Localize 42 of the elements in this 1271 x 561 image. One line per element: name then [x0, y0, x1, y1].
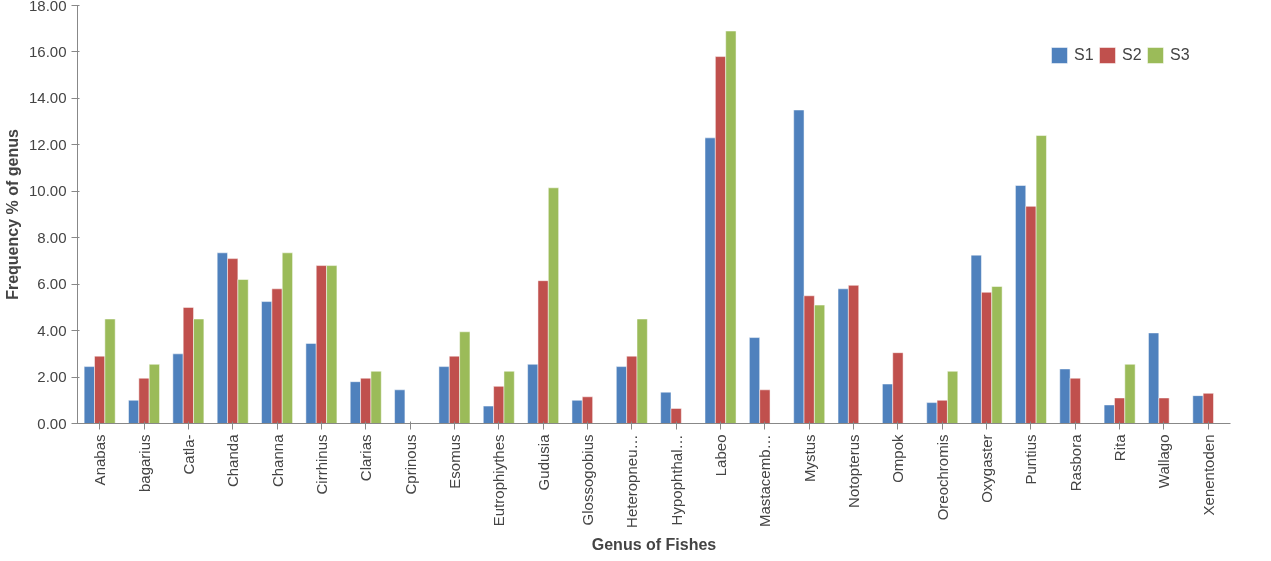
x-tick-label: Cprinous	[401, 434, 419, 495]
x-tick-label: Mastacemb…	[756, 434, 774, 528]
y-tick-label: 12.00	[28, 135, 67, 153]
y-tick-label: 6.00	[37, 275, 67, 293]
legend-label: S3	[1170, 46, 1190, 64]
x-tick-label: Mystus	[800, 434, 818, 482]
x-tick-label: Glossogobius	[578, 434, 596, 526]
y-tick-label: 16.00	[28, 42, 67, 60]
x-tick-label: bagarius	[135, 434, 153, 493]
x-axis-title: Genus of Fishes	[591, 535, 717, 553]
x-tick-label: Oreochromis	[933, 434, 951, 521]
y-tick-label: 10.00	[28, 182, 67, 200]
y-tick-label: 18.00	[28, 0, 67, 14]
y-tick-label: 8.00	[37, 228, 67, 246]
bar	[394, 389, 406, 424]
x-tick-label: Puntius	[1022, 434, 1040, 485]
x-tick-label: Oxygaster	[978, 434, 996, 503]
x-tick-label: Cirrhinus	[312, 434, 330, 495]
x-tick-label: Wallago	[1155, 434, 1173, 489]
x-tick-label: Gudusia	[534, 433, 552, 491]
x-tick-label: Labeo	[712, 434, 730, 477]
x-tick-label: Xenentoden	[1199, 434, 1217, 516]
x-tick-label: Esomus	[445, 434, 463, 489]
y-tick-label: 0.00	[37, 414, 67, 432]
x-tick-label: Anabas	[91, 434, 109, 486]
x-tick-label: Ompok	[889, 434, 907, 483]
y-tick-label: 14.00	[28, 89, 67, 107]
legend-label: S1	[1074, 46, 1094, 64]
x-tick-label: Notopterus	[845, 434, 863, 508]
x-tick-label: Heteropneu…	[623, 434, 641, 528]
x-tick-label: Catla-	[179, 434, 197, 475]
x-tick-label: Hypophthal…	[667, 434, 685, 526]
y-tick-label: 2.00	[37, 368, 67, 386]
x-tick-label: Rita	[1111, 433, 1129, 462]
x-tick-label: Eutrophiythes	[490, 434, 508, 527]
legend-label: S2	[1122, 46, 1142, 64]
y-axis-title: Frequency % of genus	[3, 129, 21, 300]
x-tick-label: Clarias	[357, 434, 375, 482]
y-tick-label: 4.00	[37, 321, 67, 339]
x-tick-label: Rasbora	[1066, 433, 1084, 492]
x-tick-label: Channa	[268, 433, 286, 488]
x-tick-label: Chanda	[224, 433, 242, 488]
